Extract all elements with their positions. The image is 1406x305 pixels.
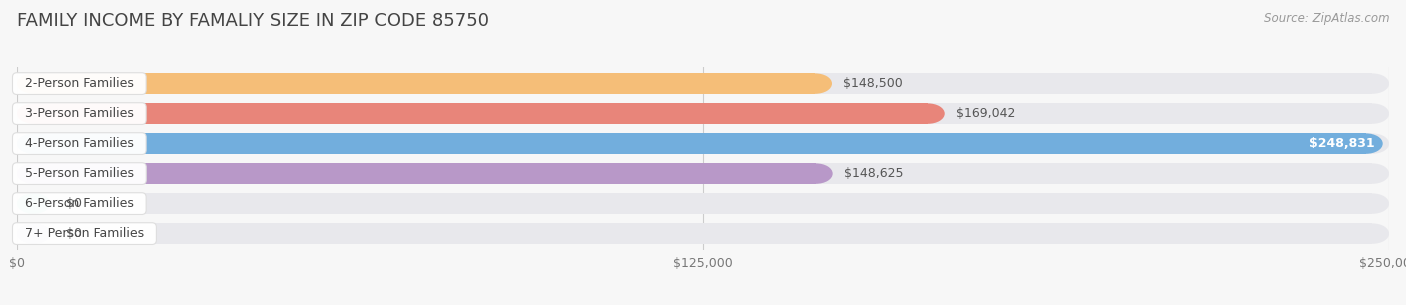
- Ellipse shape: [799, 163, 832, 184]
- Ellipse shape: [17, 74, 51, 94]
- Ellipse shape: [911, 103, 945, 124]
- Ellipse shape: [17, 223, 51, 244]
- Ellipse shape: [17, 74, 51, 94]
- Text: 4-Person Families: 4-Person Families: [17, 137, 142, 150]
- Bar: [34, 133, 1372, 154]
- Text: $0: $0: [66, 197, 82, 210]
- Bar: [34, 193, 1372, 214]
- Ellipse shape: [17, 163, 51, 184]
- Text: Source: ZipAtlas.com: Source: ZipAtlas.com: [1264, 12, 1389, 25]
- Ellipse shape: [17, 193, 51, 214]
- Ellipse shape: [17, 223, 51, 244]
- Text: $169,042: $169,042: [956, 107, 1015, 120]
- Ellipse shape: [1355, 193, 1389, 214]
- Text: FAMILY INCOME BY FAMALIY SIZE IN ZIP CODE 85750: FAMILY INCOME BY FAMALIY SIZE IN ZIP COD…: [17, 12, 489, 30]
- Text: $248,831: $248,831: [1309, 137, 1374, 150]
- Text: 2-Person Families: 2-Person Families: [17, 77, 142, 90]
- Text: $0: $0: [66, 227, 82, 240]
- Text: $148,500: $148,500: [844, 77, 903, 90]
- Ellipse shape: [17, 193, 51, 214]
- Ellipse shape: [17, 163, 51, 184]
- Text: 6-Person Families: 6-Person Families: [17, 197, 142, 210]
- Bar: [34, 103, 1372, 124]
- Ellipse shape: [1355, 163, 1389, 184]
- Bar: [34, 163, 1372, 184]
- Text: 3-Person Families: 3-Person Families: [17, 107, 142, 120]
- Bar: [34, 74, 1372, 94]
- Bar: [34, 163, 815, 184]
- Ellipse shape: [17, 133, 51, 154]
- Ellipse shape: [1355, 223, 1389, 244]
- Ellipse shape: [1355, 74, 1389, 94]
- Ellipse shape: [799, 74, 832, 94]
- Bar: [34, 74, 815, 94]
- Ellipse shape: [17, 133, 51, 154]
- Ellipse shape: [1355, 133, 1389, 154]
- Bar: [34, 223, 1372, 244]
- Ellipse shape: [17, 103, 51, 124]
- Text: $148,625: $148,625: [844, 167, 903, 180]
- Bar: [34, 103, 928, 124]
- Ellipse shape: [1355, 103, 1389, 124]
- Ellipse shape: [17, 103, 51, 124]
- Text: 7+ Person Families: 7+ Person Families: [17, 227, 152, 240]
- Text: 5-Person Families: 5-Person Families: [17, 167, 142, 180]
- Ellipse shape: [1350, 133, 1382, 154]
- Bar: [34, 133, 1367, 154]
